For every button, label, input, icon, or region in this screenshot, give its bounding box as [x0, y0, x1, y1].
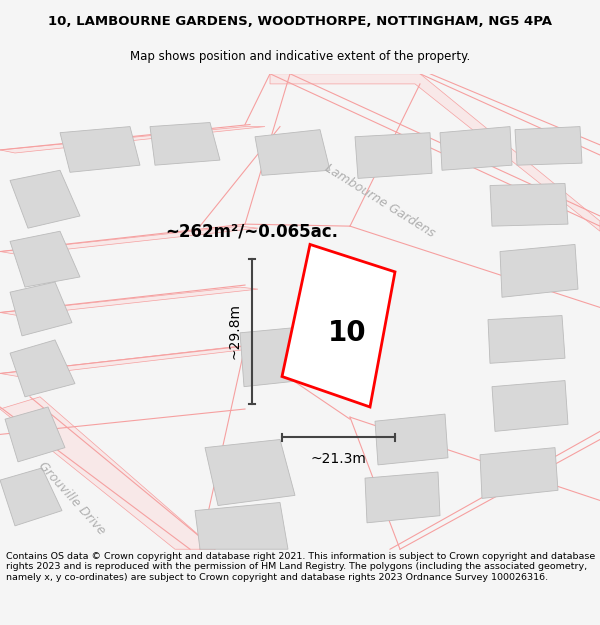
Polygon shape — [60, 127, 140, 173]
Polygon shape — [0, 346, 258, 376]
Polygon shape — [282, 244, 395, 407]
Polygon shape — [375, 414, 448, 465]
Polygon shape — [515, 127, 582, 165]
Polygon shape — [0, 468, 62, 526]
Polygon shape — [255, 129, 330, 176]
Polygon shape — [240, 326, 320, 387]
Polygon shape — [0, 226, 258, 254]
Polygon shape — [480, 448, 558, 498]
Text: Lambourne Gardens: Lambourne Gardens — [323, 161, 437, 240]
Polygon shape — [500, 244, 578, 298]
Polygon shape — [10, 340, 75, 397]
Polygon shape — [195, 503, 288, 549]
Polygon shape — [440, 127, 512, 170]
Polygon shape — [365, 472, 440, 522]
Polygon shape — [0, 397, 215, 549]
Polygon shape — [10, 170, 80, 228]
Text: ~21.3m: ~21.3m — [311, 452, 367, 466]
Polygon shape — [270, 74, 600, 231]
Text: 10: 10 — [328, 319, 367, 347]
Text: Grouville Drive: Grouville Drive — [36, 459, 108, 538]
Polygon shape — [488, 316, 565, 363]
Text: Map shows position and indicative extent of the property.: Map shows position and indicative extent… — [130, 50, 470, 63]
Polygon shape — [5, 407, 65, 462]
Text: 10, LAMBOURNE GARDENS, WOODTHORPE, NOTTINGHAM, NG5 4PA: 10, LAMBOURNE GARDENS, WOODTHORPE, NOTTI… — [48, 15, 552, 28]
Polygon shape — [0, 127, 265, 153]
Text: ~262m²/~0.065ac.: ~262m²/~0.065ac. — [165, 222, 338, 240]
Polygon shape — [492, 381, 568, 431]
Text: Contains OS data © Crown copyright and database right 2021. This information is : Contains OS data © Crown copyright and d… — [6, 552, 595, 582]
Polygon shape — [10, 282, 72, 336]
Polygon shape — [205, 439, 295, 506]
Polygon shape — [355, 132, 432, 178]
Polygon shape — [490, 184, 568, 226]
Polygon shape — [150, 122, 220, 165]
Polygon shape — [10, 231, 80, 287]
Polygon shape — [0, 287, 258, 316]
Text: ~29.8m: ~29.8m — [228, 303, 242, 359]
